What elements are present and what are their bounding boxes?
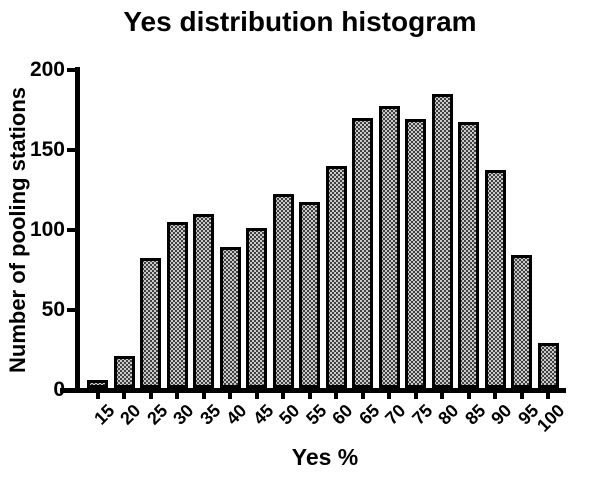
bar-80 <box>432 94 453 388</box>
bar-25 <box>140 258 161 388</box>
y-tick-label: 0 <box>53 378 65 401</box>
bar-100 <box>538 343 559 388</box>
bar-70 <box>379 106 400 388</box>
bar-60 <box>326 166 347 388</box>
y-tick-label: 50 <box>41 298 65 321</box>
x-axis-line <box>60 388 566 393</box>
bar-20 <box>114 356 135 388</box>
y-axis-line <box>75 67 80 393</box>
y-tick <box>67 148 75 152</box>
y-tick-label: 100 <box>29 218 65 241</box>
x-tick <box>520 393 524 399</box>
x-tick <box>149 393 153 399</box>
x-axis-label: Yes % <box>291 444 359 470</box>
bar-55 <box>299 202 320 388</box>
bar-50 <box>273 194 294 388</box>
y-tick <box>67 68 75 72</box>
bar-45 <box>246 228 267 388</box>
x-tick <box>440 393 444 399</box>
y-tick-label: 150 <box>29 138 65 161</box>
bar-65 <box>352 118 373 388</box>
chart-title: Yes distribution histogram <box>123 6 477 37</box>
bar-75 <box>405 119 426 388</box>
x-tick <box>467 393 471 399</box>
bar-35 <box>193 214 214 388</box>
x-tick <box>281 393 285 399</box>
bar-40 <box>220 247 241 388</box>
bar-90 <box>485 170 506 388</box>
bar-15 <box>87 380 108 388</box>
x-tick <box>387 393 391 399</box>
x-tick <box>361 393 365 399</box>
x-tick <box>96 393 100 399</box>
y-tick-label: 200 <box>29 58 65 81</box>
x-tick <box>334 393 338 399</box>
x-tick <box>414 393 418 399</box>
x-tick <box>122 393 126 399</box>
x-tick <box>255 393 259 399</box>
x-tick <box>308 393 312 399</box>
bar-30 <box>167 222 188 388</box>
x-tick <box>202 393 206 399</box>
x-tick <box>546 393 550 399</box>
x-tick <box>493 393 497 399</box>
y-tick <box>67 228 75 232</box>
x-tick <box>228 393 232 399</box>
bar-95 <box>511 255 532 388</box>
x-tick <box>175 393 179 399</box>
bar-85 <box>458 122 479 388</box>
y-tick <box>67 308 75 312</box>
